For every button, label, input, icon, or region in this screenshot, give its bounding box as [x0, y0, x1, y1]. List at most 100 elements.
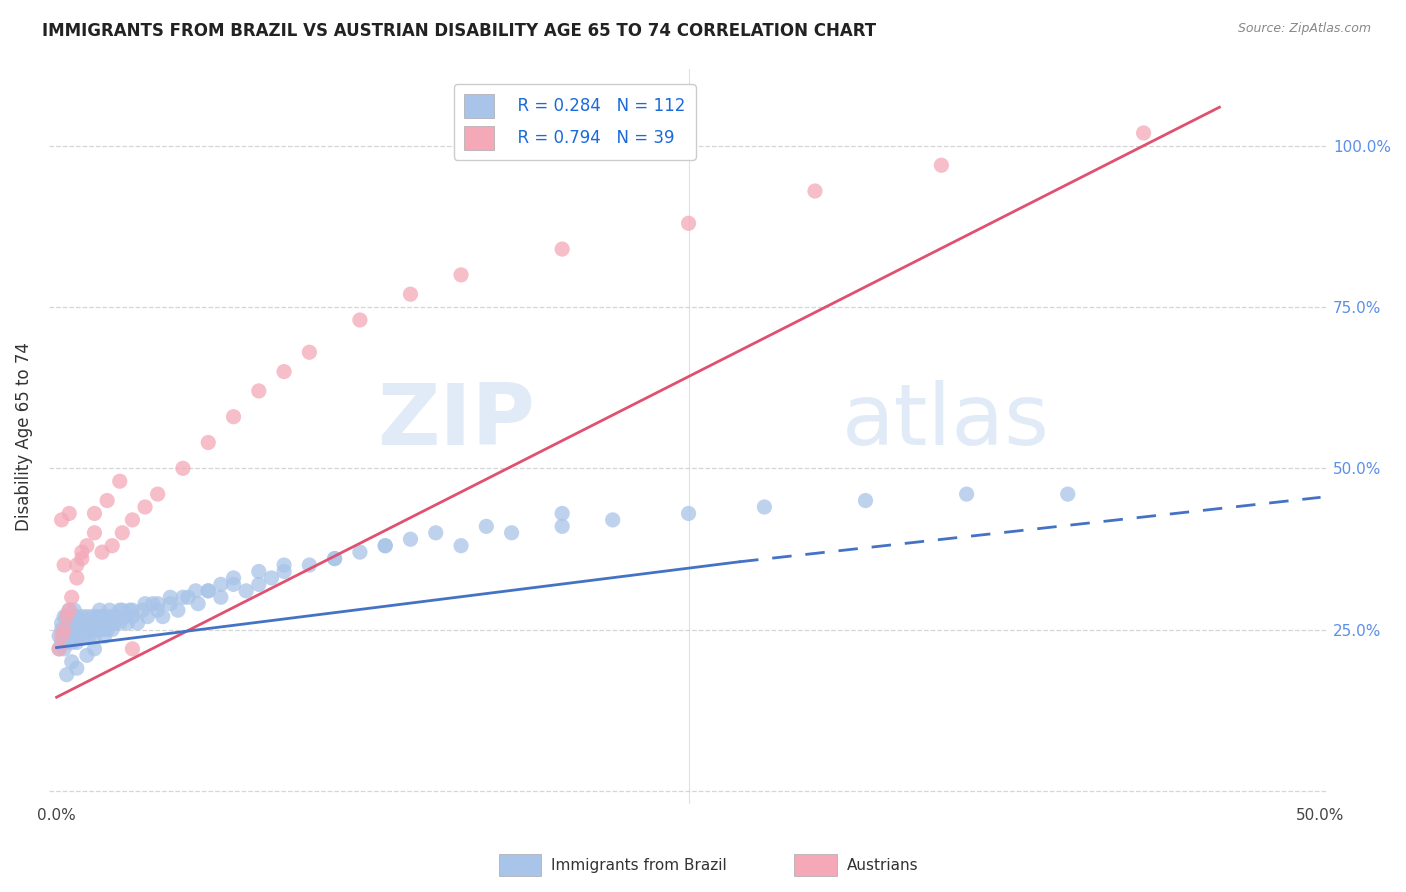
Point [76, 539, 98, 553]
Point [146, 603, 169, 617]
Point [475, 519, 498, 533]
Point [172, 461, 194, 475]
Point [177, 591, 200, 605]
Point [83, 629, 105, 643]
Point [167, 603, 190, 617]
Text: atlas: atlas [842, 380, 1050, 463]
Point [80, 609, 103, 624]
Point [58, 629, 80, 643]
Point [184, 583, 207, 598]
Point [298, 558, 321, 572]
Point [142, 597, 165, 611]
Text: IMMIGRANTS FROM BRAZIL VS AUSTRIAN DISABILITY AGE 65 TO 74 CORRELATION CHART: IMMIGRANTS FROM BRAZIL VS AUSTRIAN DISAB… [42, 22, 876, 40]
Point [754, 500, 776, 514]
Point [66, 635, 89, 649]
Point [501, 525, 523, 540]
Point [67, 629, 90, 643]
Point [83, 525, 105, 540]
Point [197, 583, 219, 598]
Point [98, 603, 121, 617]
Point [108, 616, 131, 631]
Point [298, 345, 321, 359]
Point [70, 545, 93, 559]
Point [118, 603, 141, 617]
Point [121, 641, 143, 656]
Point [48, 641, 70, 656]
Point [51, 629, 73, 643]
Point [273, 565, 295, 579]
Point [425, 525, 447, 540]
Point [66, 571, 89, 585]
Point [51, 616, 73, 631]
Point [551, 242, 574, 256]
Text: Austrians: Austrians [846, 858, 918, 872]
Point [349, 313, 371, 327]
Point [146, 487, 169, 501]
Point [117, 616, 139, 631]
Point [79, 616, 101, 631]
Point [323, 551, 346, 566]
Point [53, 629, 76, 643]
Point [247, 577, 270, 591]
Point [91, 623, 114, 637]
Point [931, 158, 953, 172]
Point [73, 616, 96, 631]
Point [247, 565, 270, 579]
Point [104, 616, 127, 631]
Point [273, 558, 295, 572]
Point [551, 519, 574, 533]
Point [152, 609, 174, 624]
Point [855, 493, 877, 508]
Point [111, 603, 134, 617]
Point [121, 513, 143, 527]
Point [399, 287, 422, 301]
Point [60, 623, 83, 637]
Point [86, 609, 108, 624]
Point [159, 597, 181, 611]
Point [70, 551, 93, 566]
Point [101, 539, 124, 553]
Point [121, 609, 143, 624]
Point [66, 661, 89, 675]
Point [101, 609, 124, 624]
Point [83, 616, 105, 631]
Point [91, 545, 114, 559]
Point [89, 616, 111, 631]
Point [80, 623, 103, 637]
Point [399, 533, 422, 547]
Point [55, 609, 77, 624]
Point [323, 551, 346, 566]
Point [678, 216, 700, 230]
Point [136, 609, 159, 624]
Point [247, 384, 270, 398]
Point [60, 609, 83, 624]
Point [66, 623, 89, 637]
Point [53, 641, 76, 656]
Point [260, 571, 283, 585]
Point [96, 609, 118, 624]
Point [48, 641, 70, 656]
Y-axis label: Disability Age 65 to 74: Disability Age 65 to 74 [15, 342, 32, 531]
Point [101, 623, 124, 637]
Point [1132, 126, 1154, 140]
Point [1056, 487, 1078, 501]
Point [114, 609, 136, 624]
Point [93, 629, 115, 643]
Point [222, 409, 245, 424]
Point [551, 507, 574, 521]
Point [63, 616, 86, 631]
Point [197, 583, 219, 598]
Point [66, 609, 89, 624]
Point [55, 635, 77, 649]
Point [111, 525, 134, 540]
Text: Immigrants from Brazil: Immigrants from Brazil [551, 858, 727, 872]
Point [53, 609, 76, 624]
Point [63, 603, 86, 617]
Point [678, 507, 700, 521]
Point [956, 487, 979, 501]
Point [131, 603, 153, 617]
Point [273, 365, 295, 379]
Legend:   R = 0.284   N = 112,   R = 0.794   N = 39: R = 0.284 N = 112, R = 0.794 N = 39 [454, 84, 696, 160]
Point [66, 558, 89, 572]
Point [349, 545, 371, 559]
